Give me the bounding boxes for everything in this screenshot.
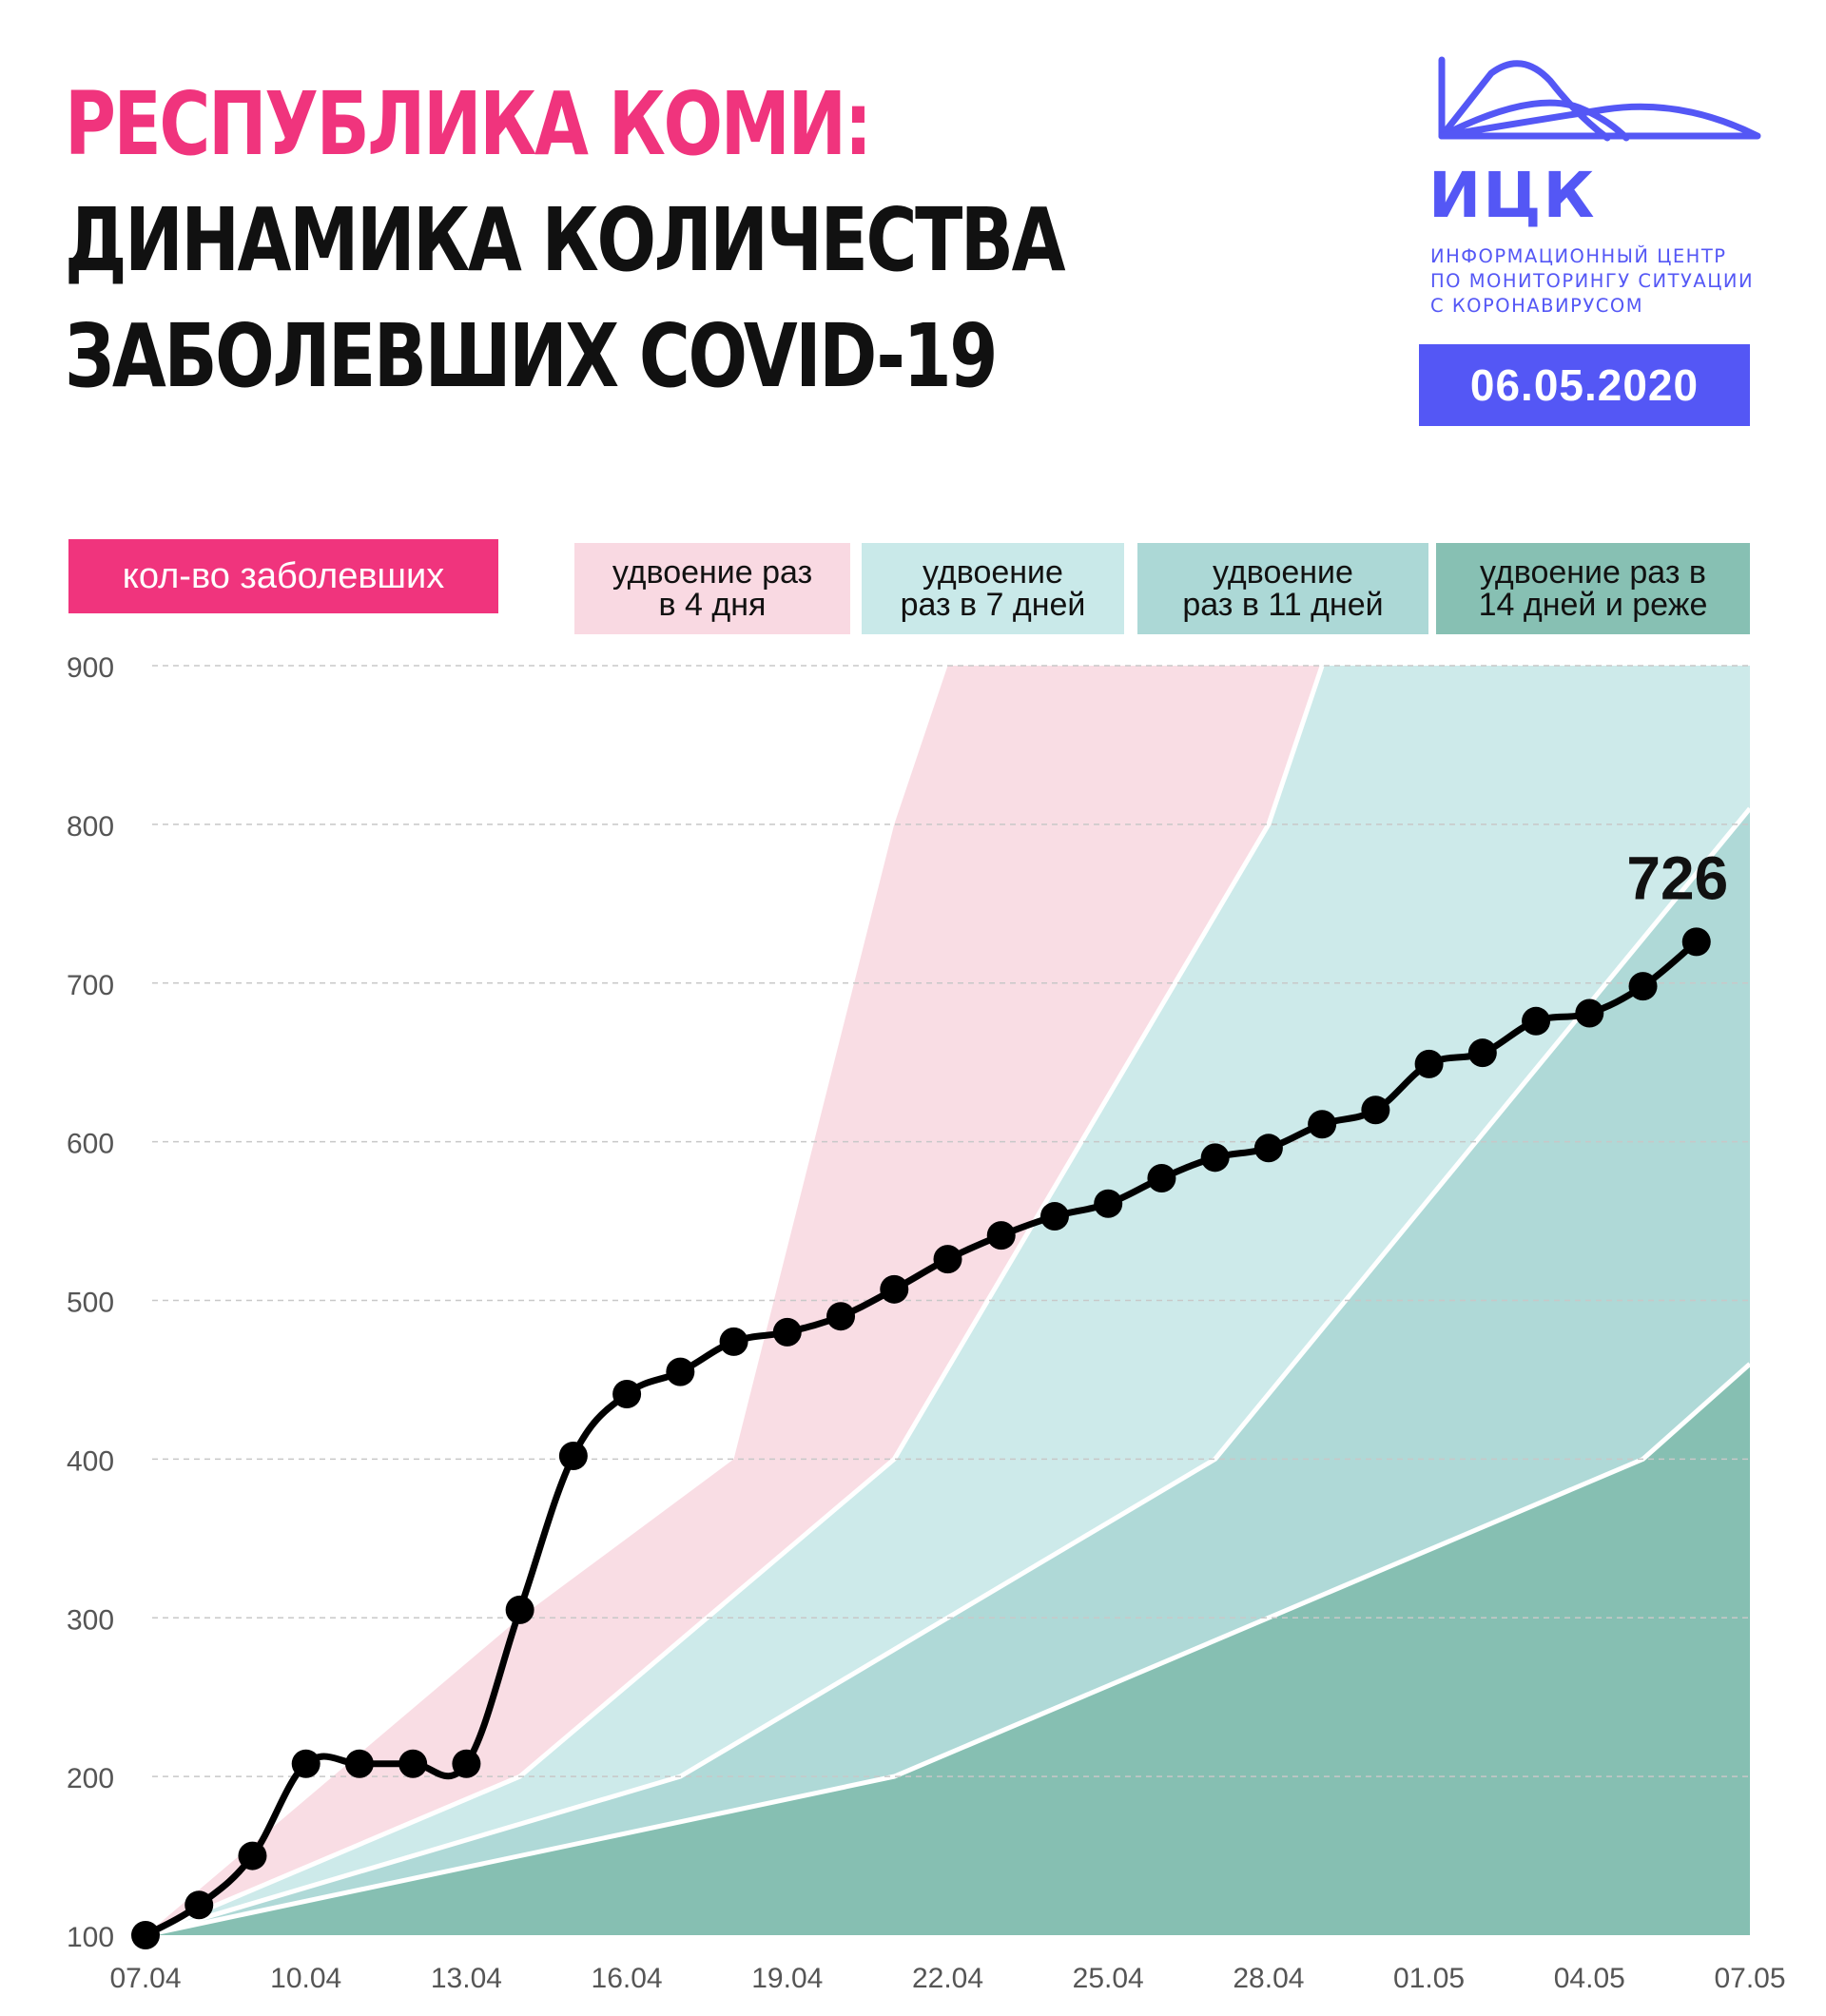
data-point <box>291 1749 321 1778</box>
legend-doubling-11-line-2: раз в 11 дней <box>1182 587 1384 623</box>
data-point <box>1414 1049 1444 1078</box>
data-point <box>1467 1038 1497 1068</box>
x-tick-label: 19.04 <box>751 1963 823 1994</box>
data-point <box>558 1442 588 1471</box>
legend-doubling-14-line-2: 14 дней и реже <box>1478 587 1708 623</box>
y-tick-label: 800 <box>67 811 114 843</box>
data-point <box>666 1357 695 1386</box>
data-point <box>1253 1134 1283 1163</box>
data-point <box>880 1274 909 1304</box>
x-tick-label: 01.05 <box>1393 1963 1465 1994</box>
data-point <box>986 1221 1016 1250</box>
data-point <box>398 1749 428 1778</box>
legend-doubling-14-days: удвоение раз в 14 дней и реже <box>1436 543 1750 634</box>
data-point <box>1200 1143 1230 1173</box>
data-point <box>131 1921 160 1949</box>
y-tick-label: 600 <box>67 1129 114 1160</box>
data-point <box>344 1749 374 1778</box>
y-tick-label: 300 <box>67 1604 114 1636</box>
data-point <box>1094 1189 1123 1218</box>
legend-doubling-4-line-1: удвоение раз <box>612 554 813 591</box>
title-region: РЕСПУБЛИКА КОМИ: <box>65 73 872 175</box>
y-tick-label: 700 <box>67 970 114 1001</box>
x-tick-label: 28.04 <box>1233 1963 1304 1994</box>
legend-doubling-7-days: удвоение раз в 7 дней <box>862 543 1124 634</box>
doubling-band-edge-3 <box>145 1362 1752 1938</box>
last-value-label: 726 <box>1626 843 1728 912</box>
date-badge: 06.05.2020 <box>1419 344 1750 426</box>
title-line-2: ДИНАМИКА КОЛИЧЕСТВА <box>65 189 1066 291</box>
x-tick-label: 25.04 <box>1073 1963 1144 1994</box>
logo-subtitle-line-3: С КОРОНАВИРУСОМ <box>1430 295 1644 317</box>
x-tick-label: 07.05 <box>1714 1963 1785 1994</box>
logo-abbreviation: ИЦК <box>1428 159 1597 232</box>
page-title: РЕСПУБЛИКА КОМИ: ДИНАМИКА КОЛИЧЕСТВА ЗАБ… <box>65 67 1066 415</box>
data-point <box>1361 1095 1390 1125</box>
data-point <box>612 1379 642 1408</box>
y-tick-label: 900 <box>67 652 114 684</box>
doubling-band-3 <box>146 1364 1750 1935</box>
logo-subtitle-line-2: ПО МОНИТОРИНГУ СИТУАЦИИ <box>1430 270 1755 292</box>
x-tick-label: 13.04 <box>431 1963 502 1994</box>
data-point <box>1628 972 1658 1001</box>
data-point <box>826 1302 856 1331</box>
legend-doubling-11-line-1: удвоение <box>1213 554 1353 591</box>
y-tick-label: 100 <box>67 1922 114 1953</box>
data-point <box>238 1841 267 1871</box>
legend-cases: кол-во заболевших <box>68 539 498 613</box>
title-line-3: ЗАБОЛЕВШИХ COVID-19 <box>65 305 998 407</box>
x-tick-label: 10.04 <box>270 1963 341 1994</box>
legend-doubling-11-days: удвоение раз в 11 дней <box>1137 543 1428 634</box>
data-point <box>452 1749 481 1778</box>
data-point <box>1039 1202 1069 1231</box>
data-point <box>1522 1006 1551 1036</box>
x-tick-label: 22.04 <box>912 1963 983 1994</box>
legend-doubling-4-line-2: в 4 дня <box>658 587 767 623</box>
legend-doubling-4-days: удвоение раз в 4 дня <box>574 543 850 634</box>
logo-subtitle: ИНФОРМАЦИОННЫЙ ЦЕНТР ПО МОНИТОРИНГУ СИТУ… <box>1430 244 1754 319</box>
legend-doubling-7-line-2: раз в 7 дней <box>900 587 1086 623</box>
data-point <box>505 1595 534 1624</box>
x-tick-label: 16.04 <box>592 1963 663 1994</box>
data-point <box>1575 998 1604 1028</box>
legend-doubling-7-line-1: удвоение <box>923 554 1063 591</box>
logo-subtitle-line-1: ИНФОРМАЦИОННЫЙ ЦЕНТР <box>1430 245 1727 267</box>
y-tick-label: 400 <box>67 1445 114 1477</box>
data-point <box>185 1890 214 1920</box>
legend-cases-label: кол-во заболевших <box>122 556 445 596</box>
logo: ИЦК ИНФОРМАЦИОННЫЙ ЦЕНТР ПО МОНИТОРИНГУ … <box>1427 52 1769 317</box>
data-point <box>933 1245 962 1274</box>
data-point <box>772 1317 802 1347</box>
logo-mountain-icon <box>1438 56 1761 142</box>
x-tick-label: 04.05 <box>1554 1963 1625 1994</box>
y-tick-label: 500 <box>67 1288 114 1319</box>
legend-doubling-14-line-1: удвоение раз в <box>1480 554 1706 591</box>
x-tick-label: 07.04 <box>109 1963 181 1994</box>
data-point <box>1147 1164 1176 1193</box>
data-point <box>1308 1110 1337 1139</box>
data-point <box>1681 927 1711 957</box>
y-tick-label: 200 <box>67 1763 114 1794</box>
data-point <box>719 1327 748 1356</box>
doubling-band-edge-1 <box>145 665 1325 1938</box>
